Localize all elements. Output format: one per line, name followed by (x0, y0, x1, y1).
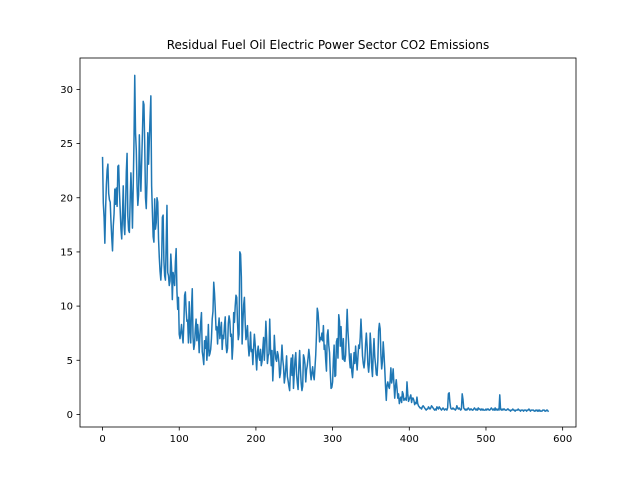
x-tick-label: 500 (476, 434, 495, 445)
x-tick-label: 0 (99, 434, 105, 445)
y-tick-label: 5 (67, 356, 73, 367)
chart-title: Residual Fuel Oil Electric Power Sector … (167, 38, 490, 52)
x-tick-label: 200 (246, 434, 265, 445)
x-tick-label: 400 (400, 434, 419, 445)
y-tick-label: 10 (60, 302, 73, 313)
y-tick-label: 15 (60, 247, 73, 258)
x-tick-label: 100 (170, 434, 189, 445)
x-tick-label: 600 (553, 434, 572, 445)
y-tick-label: 0 (67, 410, 73, 421)
y-tick-label: 25 (60, 139, 73, 150)
y-tick-label: 30 (60, 85, 73, 96)
axes-frame (79, 57, 577, 428)
series-line-0 (101, 74, 550, 413)
x-tick-label: 300 (323, 434, 342, 445)
plot-area: 0 100 200 300 400 500 600 0 5 10 15 20 25 30 (60, 57, 577, 445)
y-tick-label: 20 (60, 193, 73, 204)
